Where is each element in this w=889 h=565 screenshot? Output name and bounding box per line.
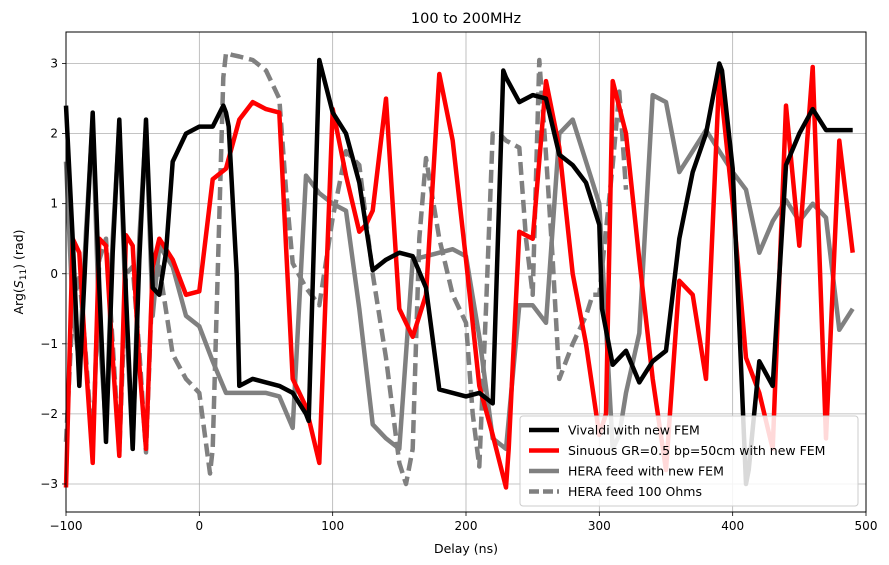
x-tick-label: 200	[455, 519, 478, 533]
y-axis-label-prefix: Arg(	[11, 288, 26, 314]
y-tick-label: 1	[50, 197, 58, 211]
x-tick-label: 0	[196, 519, 204, 533]
legend-label-4: HERA feed 100 Ohms	[568, 484, 702, 499]
series-line-2	[63, 64, 855, 490]
x-axis-label: Delay (ns)	[434, 541, 498, 556]
y-axis-label-subscript: 11	[19, 269, 29, 280]
y-axis-label-suffix: ) (rad)	[11, 229, 26, 268]
x-tick-label: 400	[721, 519, 744, 533]
y-tick-label: −1	[40, 337, 58, 351]
x-tick-label: 300	[588, 519, 611, 533]
series-line-1	[63, 57, 853, 487]
y-tick-label: 2	[50, 127, 58, 141]
y-tick-label: 0	[50, 267, 58, 281]
series-layer	[63, 50, 855, 490]
y-axis-label: Arg(S11) (rad)	[11, 229, 29, 314]
legend: Vivaldi with new FEM Sinuous GR=0.5 bp=50…	[519, 415, 859, 507]
y-tick-label: 3	[50, 57, 58, 71]
legend-box	[519, 415, 859, 507]
y-axis-ticks: −3 −2 −1 0 1 2 3	[40, 57, 66, 491]
x-tick-label: 100	[321, 519, 344, 533]
y-axis-label-symbol: S	[11, 280, 26, 288]
chart-title: 100 to 200MHz	[411, 11, 521, 27]
legend-label-2: Sinuous GR=0.5 bp=50cm with new FEM	[568, 443, 825, 458]
legend-label-1: Vivaldi with new FEM	[568, 423, 700, 438]
x-tick-label: 500	[855, 519, 878, 533]
x-axis-ticks: −100 0 100 200 300 400 500	[50, 512, 878, 533]
y-tick-label: −2	[40, 407, 58, 421]
legend-label-3: HERA feed with new FEM	[568, 464, 724, 479]
y-tick-label: −3	[40, 477, 58, 491]
x-tick-label: −100	[50, 519, 83, 533]
